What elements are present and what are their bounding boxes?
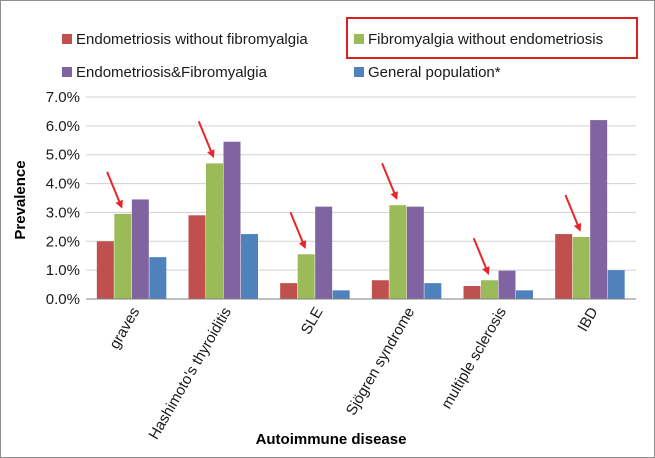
legend-swatch — [62, 34, 72, 44]
bar — [280, 283, 298, 299]
bar — [481, 280, 498, 299]
x-tick-label: Sjögren syndrome — [343, 305, 419, 419]
bar — [463, 286, 481, 299]
x-tick-label: multiple sclerosis — [438, 305, 510, 412]
bars — [96, 120, 625, 299]
highlight-arrow — [564, 194, 582, 232]
legend-item-endometriosis-without-fibromyalgia: Endometriosis without fibromyalgia — [62, 31, 308, 48]
x-tick-label: Hashimoto's thyroiditis — [145, 305, 235, 443]
highlight-arrow — [472, 237, 490, 276]
legend-label: General population* — [368, 64, 501, 81]
bar — [131, 199, 149, 299]
y-tick-label: 3.0% — [46, 204, 80, 221]
y-axis-title: Prevalence — [12, 160, 29, 239]
y-tick-label: 5.0% — [46, 147, 80, 164]
bar — [114, 213, 132, 299]
bar — [188, 215, 206, 299]
legend-label: Endometriosis&Fibromyalgia — [76, 64, 268, 81]
bar — [590, 120, 608, 299]
legend-item-general-population: General population* — [354, 64, 501, 81]
bar — [498, 270, 516, 299]
bar — [206, 163, 223, 299]
highlight-arrow — [106, 171, 123, 209]
legend: Endometriosis without fibromyalgia Fibro… — [62, 17, 638, 81]
x-tick-label: graves — [106, 305, 143, 352]
highlight-arrow — [381, 162, 398, 200]
y-axis-ticks: 0.0% 1.0% 2.0% 3.0% 4.0% 5.0% 6.0% 7.0% — [46, 89, 80, 308]
legend-swatch — [62, 67, 72, 77]
legend-swatch — [354, 34, 364, 44]
highlight-arrows — [106, 120, 582, 276]
legend-item-fibromyalgia-without-endometriosis: Fibromyalgia without endometriosis — [354, 31, 603, 48]
bar — [389, 205, 407, 299]
x-tick-label: IBD — [574, 304, 601, 334]
x-axis-title: Autoimmune disease — [256, 431, 407, 448]
highlight-arrow — [289, 211, 307, 250]
bar — [149, 257, 167, 299]
bar — [424, 283, 442, 299]
highlight-arrow — [197, 120, 215, 159]
bar — [332, 290, 350, 299]
bar — [241, 234, 258, 299]
legend-label: Endometriosis without fibromyalgia — [76, 31, 308, 48]
gridlines — [86, 96, 636, 271]
bar — [315, 206, 333, 299]
legend-swatch — [354, 67, 364, 77]
y-tick-label: 4.0% — [46, 176, 80, 193]
bar — [607, 270, 625, 299]
y-tick-label: 1.0% — [46, 262, 80, 279]
bar — [297, 254, 315, 299]
legend-highlight-box — [346, 17, 638, 59]
bar — [406, 206, 424, 299]
bar — [96, 241, 114, 299]
x-axis-ticks: graves Hashimoto's thyroiditis SLE Sjögren … — [106, 304, 602, 442]
legend-label: Fibromyalgia without endometriosis — [368, 31, 603, 48]
y-tick-label: 0.0% — [46, 291, 80, 308]
legend-item-endometriosis-and-fibromyalgia: Endometriosis&Fibromyalgia — [62, 64, 268, 81]
x-tick-label: SLE — [298, 305, 327, 338]
y-tick-label: 7.0% — [46, 89, 80, 106]
bar — [555, 234, 573, 299]
bar — [516, 290, 533, 299]
bar — [572, 236, 590, 299]
bar — [371, 280, 389, 299]
y-tick-label: 2.0% — [46, 233, 80, 250]
y-tick-label: 6.0% — [46, 118, 80, 135]
bar — [223, 141, 241, 299]
